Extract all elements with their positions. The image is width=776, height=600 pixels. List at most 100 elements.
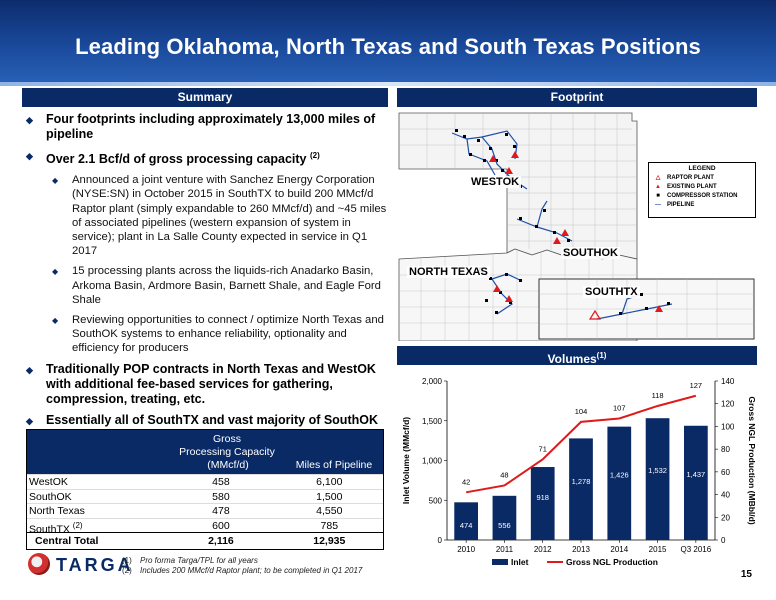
footprint-header: Footprint (397, 88, 757, 107)
table-row: WestOK 458 6,100 (27, 474, 383, 489)
x-tick-label: 2012 (534, 545, 552, 554)
x-tick-label: 2010 (457, 545, 475, 554)
legend-item: △ RAPTOR PLANT (652, 173, 752, 182)
map-label-north-texas: NORTH TEXAS (407, 266, 490, 278)
footnote-2: (2) Includes 200 MMcf/d Raptor plant; to … (122, 566, 362, 576)
row-capacity: 478 (212, 505, 230, 517)
title-bar: Leading Oklahoma, North Texas and South … (0, 0, 776, 86)
x-tick-label: Q3 2016 (681, 545, 712, 554)
y2-tick-label: 20 (721, 513, 730, 522)
table-header-line2: Processing Capacity (179, 446, 275, 458)
black-square-icon: ■ (656, 192, 660, 199)
bar (530, 467, 555, 540)
line-value-label: 48 (500, 470, 508, 479)
summary-bullets: Four footprints including approximately … (26, 112, 388, 449)
y-axis-title: Inlet Volume (MMcf/d) (401, 417, 411, 504)
table-header-capacity: Gross Processing Capacity (147, 433, 307, 459)
bar-value-label: 474 (460, 521, 473, 530)
bar-value-label: 556 (498, 521, 511, 530)
line-value-label: 42 (462, 477, 470, 486)
x-tick-label: 2014 (610, 545, 628, 554)
line-value-label: 107 (613, 403, 626, 412)
bullet-pop-contracts: Traditionally POP contracts in North Tex… (26, 362, 388, 407)
bar (683, 425, 708, 540)
ngl-line (465, 394, 697, 494)
bar-value-label: 1,437 (686, 470, 705, 479)
volumes-header: Volumes(1) (397, 346, 757, 366)
y2-tick-label: 60 (721, 468, 730, 477)
table-row: North Texas 478 4,550 (27, 503, 383, 518)
bar-value-label: 1,278 (572, 477, 591, 486)
row-miles: 6,100 (316, 476, 343, 488)
footnote-2-marker: (2) (122, 566, 132, 575)
volumes-chart: 0 500 1,000 1,500 2,000 0 20 40 60 80 100 120 140 Inl… (397, 369, 757, 579)
y2-tick-label: 140 (721, 377, 735, 386)
line-value-label: 104 (575, 407, 588, 416)
y2-tick-label: 40 (721, 491, 730, 500)
y2-tick-label: 100 (721, 422, 735, 431)
x-tick-label: 2015 (649, 545, 667, 554)
bar (492, 495, 517, 540)
row-miles: 785 (320, 519, 339, 532)
y-tick-label: 2,000 (422, 377, 443, 386)
bar (569, 438, 593, 540)
logo-text: TARGA (56, 555, 134, 575)
table-total-row: Central Total 2,116 12,935 (27, 532, 383, 549)
row-name-note: (2) (72, 520, 83, 530)
y2-tick-label: 0 (721, 536, 726, 545)
existing-plants (489, 151, 569, 302)
logo-emblem-icon (28, 553, 50, 575)
legend-item: ■ COMPRESSOR STATION (652, 191, 752, 200)
total-name: Central Total (35, 535, 99, 547)
table-header-line1: Gross (212, 433, 241, 445)
row-capacity: 600 (212, 519, 230, 532)
footnotes: (1) Pro forma Targa/TPL for all years (2)… (122, 556, 362, 576)
map-graphic (397, 109, 757, 342)
row-capacity: 580 (212, 490, 230, 503)
volumes-footnote-ref: (1) (596, 351, 607, 360)
capacity-table: Gross Processing Capacity (MMcf/d) Miles… (26, 429, 384, 550)
red-triangle-icon: ▲ (655, 183, 661, 190)
sub-bullet-raptor: Announced a joint venture with Sanchez E… (26, 173, 388, 258)
bullet-capacity-text: Over 2.1 Bcf/d of gross processing capac… (46, 152, 307, 167)
footprint-map: WESTOK SOUTHOK NORTH TEXAS SOUTHTX (397, 109, 757, 342)
bullet-capacity-note: (2) (310, 151, 320, 160)
legend-inlet-label: Inlet (511, 557, 529, 567)
row-name: SouthOK (29, 490, 72, 503)
chart-svg: 0 500 1,000 1,500 2,000 0 20 40 60 80 100 120 140 Inl… (401, 377, 757, 567)
blue-line-icon: ― (655, 201, 661, 208)
raptor-plant-marker (588, 309, 602, 320)
total-capacity: 2,116 (208, 535, 234, 547)
summary-header: Summary (22, 88, 388, 107)
footnote-1-marker: (1) (122, 556, 132, 565)
southok-system (516, 200, 573, 242)
y2-axis-title: Gross NGL Production (MBbl/d) (747, 396, 757, 524)
page-title: Leading Oklahoma, North Texas and South … (75, 34, 701, 59)
footnote-1: (1) Pro forma Targa/TPL for all years (122, 556, 362, 566)
sub-bullet-plants: 15 processing plants across the liquids-… (26, 264, 388, 307)
page-number: 15 (740, 569, 752, 580)
table-header-units: (MMcf/d) (207, 459, 249, 471)
line-value-label: 127 (690, 381, 703, 390)
y-tick-label: 0 (438, 536, 443, 545)
legend-label: COMPRESSOR STATION (667, 192, 738, 199)
footnote-1-text: Pro forma Targa/TPL for all years (140, 556, 258, 565)
legend-item: ― PIPELINE (652, 200, 752, 209)
bar (645, 418, 670, 540)
bar (454, 502, 479, 540)
bullet-capacity: Over 2.1 Bcf/d of gross processing capac… (26, 148, 388, 167)
targa-logo: TARGA (26, 551, 144, 579)
bar-value-label: 1,532 (648, 466, 667, 475)
line-value-label: 118 (652, 391, 664, 400)
line-value-label: 71 (539, 444, 547, 453)
y2-tick-label: 80 (721, 445, 730, 454)
hollow-triangle-icon: △ (655, 175, 661, 181)
southok-compressors (519, 209, 570, 242)
x-tick-label: 2013 (572, 545, 590, 554)
y2-tick-label: 120 (721, 400, 735, 409)
legend-label: EXISTING PLANT (667, 183, 717, 190)
southtx-inset (538, 278, 755, 340)
legend-item: ▲ EXISTING PLANT (652, 182, 752, 191)
legend-inlet-swatch (492, 559, 508, 565)
bar-value-label: 1,426 (610, 471, 629, 480)
